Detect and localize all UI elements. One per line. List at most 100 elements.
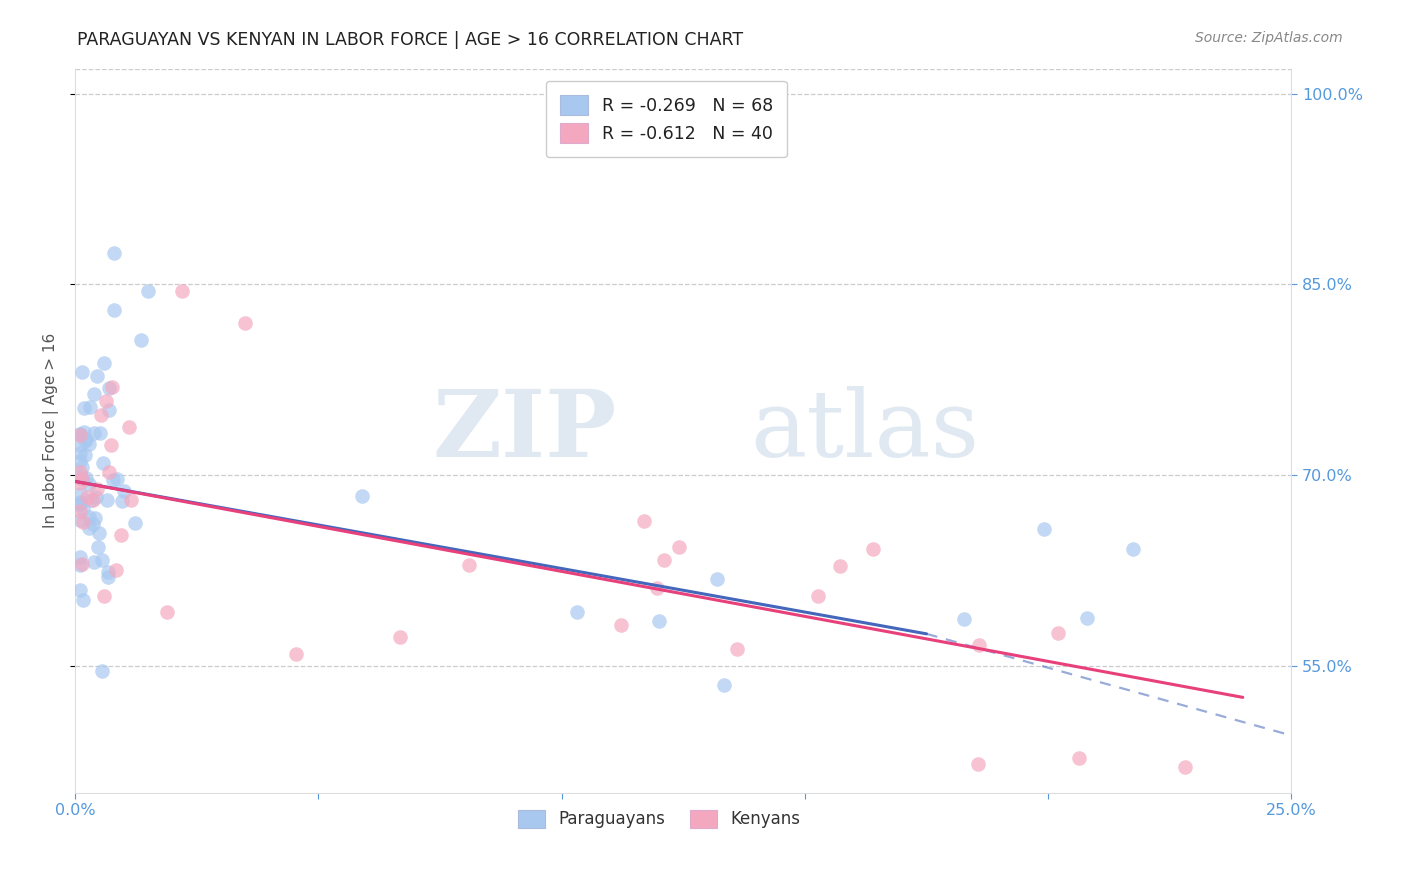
Point — [73, 425, 96, 439]
Point — [807, 589, 830, 603]
Point — [69, 438, 91, 452]
Point — [83, 511, 105, 525]
Point — [103, 245, 125, 260]
Point — [136, 284, 159, 298]
Point — [1122, 541, 1144, 556]
Point — [284, 647, 307, 661]
Point — [70, 460, 93, 475]
Point — [97, 465, 120, 479]
Point — [76, 490, 98, 504]
Point — [352, 489, 374, 503]
Point — [83, 425, 105, 440]
Point — [83, 386, 105, 401]
Point — [77, 437, 100, 451]
Text: atlas: atlas — [751, 385, 980, 475]
Point — [706, 572, 728, 586]
Point — [70, 557, 93, 571]
Point — [103, 302, 125, 317]
Point — [120, 493, 142, 508]
Point — [235, 316, 257, 330]
Point — [111, 494, 134, 508]
Point — [101, 380, 124, 394]
Point — [69, 428, 91, 442]
Point — [124, 516, 146, 531]
Point — [100, 438, 122, 452]
Point — [967, 756, 990, 771]
Text: PARAGUAYAN VS KENYAN IN LABOR FORCE | AGE > 16 CORRELATION CHART: PARAGUAYAN VS KENYAN IN LABOR FORCE | AG… — [77, 31, 744, 49]
Point — [101, 474, 124, 488]
Point — [86, 369, 108, 384]
Point — [77, 521, 100, 535]
Point — [725, 641, 748, 656]
Point — [565, 605, 588, 619]
Point — [69, 426, 91, 441]
Point — [79, 510, 101, 524]
Point — [93, 356, 115, 370]
Point — [105, 472, 128, 486]
Point — [69, 487, 91, 501]
Point — [72, 502, 94, 516]
Point — [73, 448, 96, 462]
Point — [82, 493, 104, 508]
Point — [118, 419, 141, 434]
Point — [79, 400, 101, 414]
Point — [156, 605, 179, 619]
Point — [96, 493, 118, 508]
Text: Source: ZipAtlas.com: Source: ZipAtlas.com — [1195, 31, 1343, 45]
Legend: Paraguayans, Kenyans: Paraguayans, Kenyans — [512, 803, 807, 835]
Point — [69, 465, 91, 479]
Point — [91, 664, 114, 678]
Point — [647, 582, 669, 596]
Point — [83, 555, 105, 569]
Point — [70, 365, 93, 379]
Point — [91, 456, 114, 470]
Text: ZIP: ZIP — [432, 385, 616, 475]
Point — [69, 469, 91, 483]
Point — [1046, 625, 1069, 640]
Point — [112, 483, 135, 498]
Point — [86, 540, 108, 554]
Point — [98, 381, 121, 395]
Point — [1067, 751, 1090, 765]
Point — [70, 471, 93, 485]
Point — [69, 583, 91, 598]
Point — [97, 403, 120, 417]
Point — [69, 513, 91, 527]
Point — [967, 638, 990, 652]
Point — [105, 563, 128, 577]
Point — [172, 284, 194, 298]
Point — [610, 618, 633, 632]
Point — [94, 393, 117, 408]
Point — [1032, 522, 1054, 536]
Point — [69, 497, 91, 511]
Point — [75, 432, 97, 446]
Point — [69, 498, 91, 512]
Point — [72, 593, 94, 607]
Point — [72, 515, 94, 529]
Point — [69, 495, 91, 509]
Point — [1174, 760, 1197, 774]
Point — [69, 476, 91, 491]
Point — [129, 333, 152, 347]
Point — [110, 528, 132, 542]
Point — [69, 558, 91, 572]
Point — [93, 589, 115, 603]
Point — [652, 553, 675, 567]
Point — [388, 630, 411, 644]
Point — [84, 490, 107, 504]
Point — [713, 678, 735, 692]
Point — [97, 570, 120, 584]
Point — [1076, 611, 1098, 625]
Point — [89, 525, 111, 540]
Point — [633, 514, 655, 528]
Point — [91, 552, 114, 566]
Point — [77, 477, 100, 491]
Y-axis label: In Labor Force | Age > 16: In Labor Force | Age > 16 — [44, 333, 59, 528]
Point — [97, 566, 120, 580]
Point — [82, 517, 104, 532]
Point — [952, 612, 974, 626]
Point — [90, 408, 112, 422]
Point — [73, 434, 96, 448]
Point — [458, 558, 481, 573]
Point — [69, 454, 91, 468]
